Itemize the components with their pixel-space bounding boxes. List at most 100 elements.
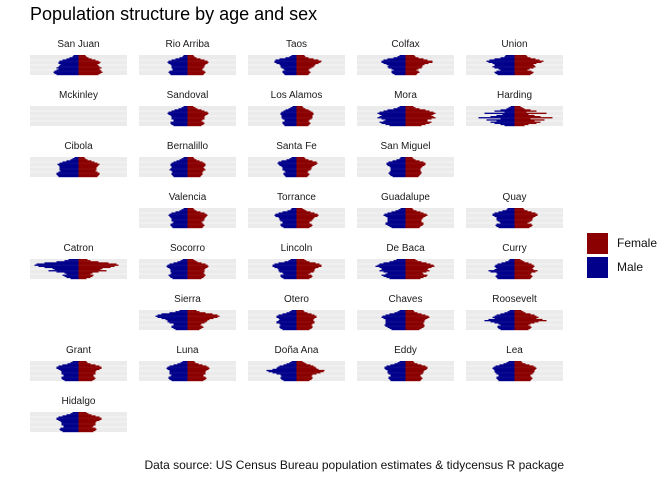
- bar-male: [179, 57, 188, 59]
- bar-female: [514, 318, 543, 321]
- bar-male: [290, 107, 297, 109]
- strip-label: San Miguel: [380, 141, 430, 152]
- bar-male: [387, 164, 406, 167]
- bar-male: [389, 165, 406, 168]
- bar-female: [405, 317, 428, 320]
- bar-male: [62, 274, 79, 276]
- bar-female: [296, 112, 314, 114]
- bar-female: [187, 259, 194, 261]
- bar-male: [381, 61, 406, 63]
- bar-female: [187, 110, 205, 112]
- bar-female: [405, 57, 419, 59]
- bar-female: [296, 373, 317, 375]
- bar-male: [62, 59, 79, 61]
- bar-female: [296, 162, 318, 164]
- bar-female: [405, 324, 425, 326]
- bar-male: [61, 422, 79, 424]
- bar-female: [405, 376, 422, 378]
- bar-female: [514, 214, 538, 216]
- bar-male: [493, 368, 515, 371]
- bar-male: [394, 312, 406, 314]
- bar-female: [296, 121, 310, 123]
- bar-male: [389, 173, 406, 175]
- bar-male: [496, 70, 515, 72]
- bar-male: [281, 111, 297, 113]
- panel-grant: Grant: [30, 345, 127, 382]
- bar-female: [296, 367, 317, 369]
- bar-male: [282, 118, 297, 120]
- strip-label: Union: [501, 39, 527, 50]
- bar-female: [296, 58, 314, 60]
- bar-female: [514, 66, 536, 68]
- bar-male: [506, 209, 515, 211]
- bar-male: [381, 122, 406, 124]
- bar-male: [60, 369, 79, 372]
- bar-male: [171, 65, 188, 67]
- bar-male: [387, 66, 406, 68]
- bar-male: [277, 162, 297, 164]
- bar-male: [278, 269, 297, 271]
- bar-male: [275, 59, 297, 61]
- bar-male: [397, 362, 406, 364]
- bar-male: [61, 423, 79, 425]
- bar-female: [78, 415, 96, 417]
- bar-male: [281, 160, 297, 162]
- bar-male: [497, 263, 515, 265]
- bar-male: [384, 367, 406, 369]
- bar-female: [514, 216, 534, 219]
- bar-female: [514, 323, 531, 325]
- bar-male: [59, 167, 79, 169]
- bar-male: [390, 364, 406, 366]
- bar-female: [296, 262, 316, 264]
- bar-female: [514, 312, 526, 314]
- bar-female: [78, 172, 100, 174]
- bar-male: [488, 318, 515, 321]
- bar-male: [285, 171, 297, 173]
- bar-female: [296, 158, 306, 160]
- bar-male: [266, 369, 297, 372]
- bar-male: [494, 71, 515, 73]
- bar-male: [281, 114, 297, 117]
- bar-male: [389, 261, 406, 263]
- bar-female: [78, 378, 95, 381]
- bar-female: [405, 313, 422, 315]
- bar-male: [496, 373, 515, 375]
- bar-male: [168, 113, 188, 116]
- bar-female: [187, 71, 206, 73]
- bar-female: [78, 58, 92, 60]
- bar-male: [387, 221, 406, 223]
- bar-male: [499, 221, 515, 223]
- bar-male: [383, 262, 406, 264]
- bar-female: [296, 311, 305, 313]
- bar-male: [157, 316, 188, 318]
- bar-male: [173, 120, 188, 122]
- bar-female: [78, 379, 93, 382]
- bar-female: [78, 73, 99, 76]
- bar-male: [167, 61, 188, 63]
- strip-label: Chaves: [389, 294, 423, 305]
- bar-female: [78, 264, 119, 266]
- bar-female: [187, 277, 202, 280]
- bar-female: [78, 173, 100, 175]
- bar-male: [387, 58, 406, 60]
- bar-male: [172, 222, 188, 224]
- bar-female: [187, 361, 195, 363]
- bar-male: [498, 379, 515, 382]
- bar-female: [187, 219, 205, 221]
- bar-female: [514, 311, 524, 313]
- bar-female: [514, 108, 525, 110]
- bar-male: [59, 165, 79, 168]
- bar-male: [279, 164, 297, 167]
- bar-male: [280, 65, 297, 67]
- bar-female: [296, 361, 303, 363]
- bar-female: [187, 377, 207, 379]
- bar-female: [187, 260, 196, 262]
- bar-male: [64, 275, 79, 277]
- bar-female: [187, 171, 203, 173]
- bar-male: [381, 267, 406, 270]
- bar-female: [514, 277, 531, 280]
- bar-male: [280, 327, 297, 330]
- bar-male: [390, 170, 406, 172]
- strip-label: De Baca: [386, 243, 425, 254]
